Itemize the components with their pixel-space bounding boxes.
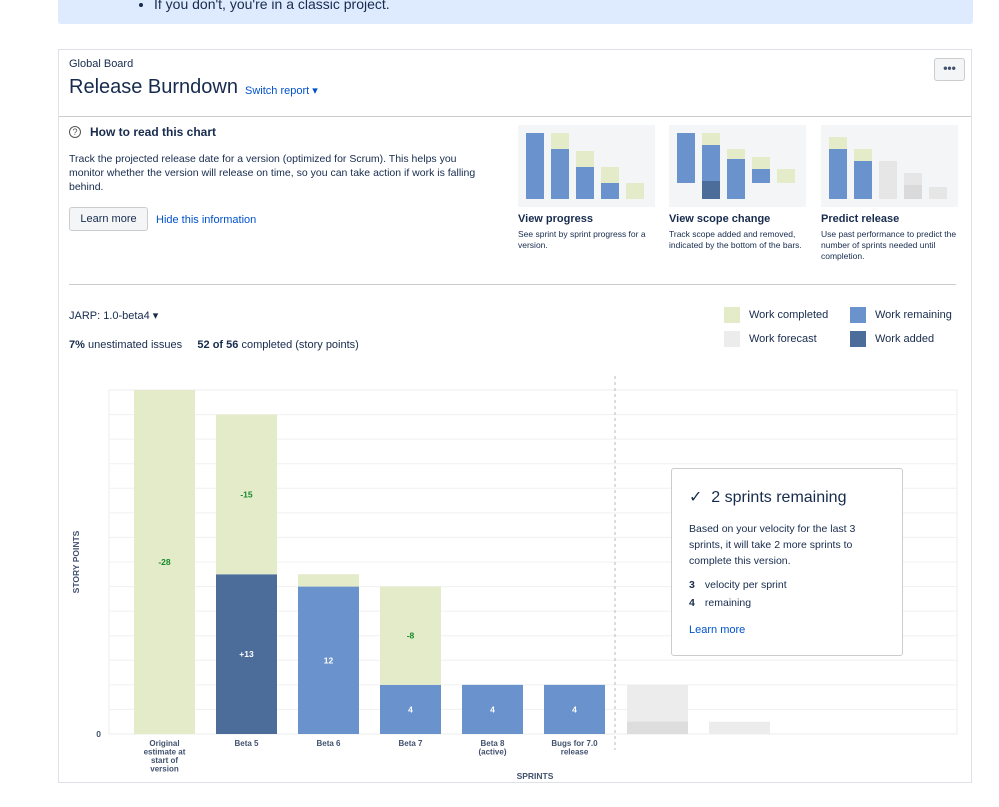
how-to-heading: ? How to read this chart xyxy=(69,125,216,139)
x-tick-label: Beta 5 xyxy=(234,739,259,748)
how-to-description: Track the projected release date for a v… xyxy=(69,153,476,193)
x-tick-label: (active) xyxy=(478,748,506,757)
bar-work-remaining xyxy=(298,586,359,734)
velocity-label: velocity per sprint xyxy=(704,579,787,591)
info-note: If you don't, you're in a classic projec… xyxy=(58,0,973,24)
forecast-learn-more-link[interactable]: Learn more xyxy=(689,624,746,636)
note-text: If you don't, you're in a classic projec… xyxy=(154,0,973,11)
legend-label: Work added xyxy=(875,333,935,345)
x-tick-label: Original xyxy=(149,739,179,748)
legend-swatch xyxy=(724,331,740,347)
bar-work-completed xyxy=(380,586,441,685)
bar-work-forecast xyxy=(709,721,770,734)
predict-release-title: Predict release xyxy=(821,213,900,225)
legend-swatch xyxy=(724,307,740,323)
legend-forecast: Work forecast xyxy=(724,331,817,347)
view-progress-desc: See sprint by sprint progress for a vers… xyxy=(518,229,646,250)
x-tick-label: Bugs for 7.0 xyxy=(551,739,598,748)
view-scope-change-title: View scope change xyxy=(669,213,771,225)
how-to-title: How to read this chart xyxy=(90,125,217,139)
hide-information-link[interactable]: Hide this information xyxy=(156,214,257,226)
legend-swatch xyxy=(850,331,866,347)
bar-work-forecast-base xyxy=(627,721,688,734)
completed-count: 52 of 56 xyxy=(197,339,239,351)
learn-more-button[interactable]: Learn more xyxy=(69,207,148,231)
legend-label: Work completed xyxy=(749,309,829,321)
bar-remaining-label: 4 xyxy=(408,704,413,714)
page-title: Release Burndown xyxy=(69,76,238,98)
remaining-value: 4 xyxy=(689,597,695,609)
x-tick-label: start of xyxy=(151,756,178,765)
y-tick-label: 0 xyxy=(96,729,101,739)
how-to-read-section: ? How to read this chart Track the proje… xyxy=(59,117,971,285)
x-tick-label: release xyxy=(561,748,589,757)
bar-remaining-label: +13 xyxy=(239,649,254,659)
bar-work-remaining xyxy=(462,684,523,734)
more-actions-button[interactable]: ••• xyxy=(934,58,965,81)
x-tick-label: Beta 6 xyxy=(316,739,341,748)
bar-completed-label: -15 xyxy=(240,489,253,499)
velocity-row: 3 velocity per sprint xyxy=(689,579,787,591)
version-dropdown[interactable]: JARP: 1.0-beta4 ▾ xyxy=(69,310,159,322)
x-tick-label: version xyxy=(150,765,179,774)
x-axis-label: SPRINTS xyxy=(517,771,554,781)
predict-release-desc: Use past performance to predict the numb… xyxy=(821,229,957,261)
remaining-row: 4 remaining xyxy=(689,597,751,609)
view-scope-change-thumbnail xyxy=(669,125,806,207)
forecast-title-text: 2 sprints remaining xyxy=(711,489,847,506)
view-progress-thumbnail xyxy=(518,125,655,207)
legend-label: Work remaining xyxy=(875,309,952,321)
forecast-title: ✓ 2 sprints remaining xyxy=(689,487,846,507)
view-scope-change-desc: Track scope added and removed, indicated… xyxy=(669,229,802,250)
forecast-card: ✓ 2 sprints remaining Based on your velo… xyxy=(671,468,903,656)
question-icon: ? xyxy=(69,126,81,138)
bar-work-added xyxy=(216,574,277,734)
view-progress-title: View progress xyxy=(518,213,593,225)
section-divider xyxy=(69,284,956,285)
legend-added: Work added xyxy=(850,331,934,347)
velocity-value: 3 xyxy=(689,579,695,591)
unestimated-pct: 7% xyxy=(69,339,85,351)
predict-release-thumbnail xyxy=(821,125,958,207)
x-tick-label: Beta 7 xyxy=(398,739,423,748)
legend-completed: Work completed xyxy=(724,307,828,323)
x-tick-label: Beta 8 xyxy=(480,739,505,748)
x-tick-label: estimate at xyxy=(144,748,186,757)
check-icon: ✓ xyxy=(689,489,703,506)
stats-summary: 7% unestimated issues 52 of 56 completed… xyxy=(69,339,359,351)
bar-work-remaining xyxy=(544,684,605,734)
legend-remaining: Work remaining xyxy=(850,307,952,323)
legend-swatch xyxy=(850,307,866,323)
bar-work-completed xyxy=(298,574,359,587)
board-name: Global Board xyxy=(69,58,134,70)
bar-work-remaining xyxy=(380,684,441,734)
bar-remaining-label: 12 xyxy=(324,655,334,665)
report-header: Global Board Release Burndown Switch rep… xyxy=(59,50,971,117)
bar-completed-label: -8 xyxy=(407,631,415,641)
completed-label: completed (story points) xyxy=(241,339,359,351)
unestimated-label: unestimated issues xyxy=(87,339,183,351)
bar-work-completed xyxy=(134,390,195,734)
remaining-label: remaining xyxy=(704,597,752,609)
legend-label: Work forecast xyxy=(749,333,817,345)
bar-work-completed xyxy=(216,414,277,575)
bar-remaining-label: 4 xyxy=(490,704,495,714)
forecast-description: Based on your velocity for the last 3 sp… xyxy=(689,523,856,567)
report-panel: Global Board Release Burndown Switch rep… xyxy=(58,49,972,783)
bar-completed-label: -28 xyxy=(158,557,171,567)
y-axis-label: STORY POINTS xyxy=(71,530,81,593)
switch-report-link[interactable]: Switch report ▾ xyxy=(245,85,318,97)
bar-remaining-label: 4 xyxy=(572,704,577,714)
